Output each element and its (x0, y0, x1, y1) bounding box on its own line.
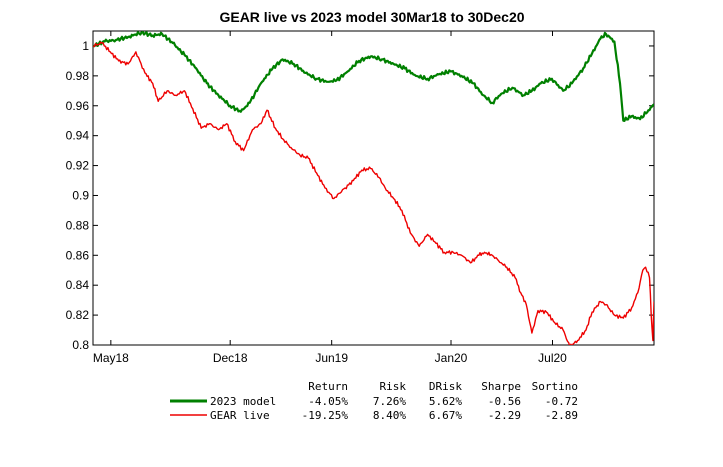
y-tick-label: 0.88 (66, 218, 90, 232)
stats-header-sortino: Sortino (532, 380, 578, 393)
stats-header-drisk: DRisk (429, 380, 462, 393)
x-tick-label: Jun19 (315, 351, 348, 365)
legend: Return Risk DRisk Sharpe Sortino 2023 mo… (170, 380, 578, 422)
stats-live-sortino: -2.89 (545, 409, 578, 422)
x-axis: May18 Dec18 Jun19 Jan20 Jul20 (93, 31, 567, 365)
legend-label-model: 2023 model (210, 395, 276, 408)
stats-live-risk: 8.40% (373, 409, 406, 422)
y-tick-label: 0.86 (66, 248, 90, 262)
y-tick-label: 0.84 (66, 278, 90, 292)
stats-model-sortino: -0.72 (545, 395, 578, 408)
stats-header-return: Return (308, 380, 348, 393)
y-tick-label: 0.9 (72, 188, 89, 202)
x-tick-label: Dec18 (213, 351, 248, 365)
y-tick-label: 0.92 (66, 159, 90, 173)
stats-model-risk: 7.26% (373, 395, 406, 408)
y-tick-label: 0.94 (66, 129, 90, 143)
legend-label-live: GEAR live (210, 409, 270, 422)
y-tick-label: 0.96 (66, 99, 90, 113)
plot-area (92, 30, 655, 346)
series-layer (93, 31, 654, 345)
stats-live-drisk: 6.67% (429, 409, 462, 422)
y-axis: 0.8 0.82 0.84 0.86 0.88 0.9 0.92 0.94 0.96 0.98 1 (66, 39, 654, 352)
stats-live-return: -19.25% (302, 409, 349, 422)
stats-model-return: -4.05% (308, 395, 348, 408)
y-tick-label: 0.82 (66, 308, 90, 322)
y-tick-label: 0.98 (66, 69, 90, 83)
chart-title: GEAR live vs 2023 model 30Mar18 to 30Dec… (219, 9, 524, 25)
stats-model-drisk: 5.62% (429, 395, 462, 408)
series-line-model (93, 31, 654, 122)
stats-model-sharpe: -0.56 (488, 395, 521, 408)
y-tick-label: 0.8 (72, 338, 89, 352)
series-line-live (93, 41, 654, 345)
stats-header-sharpe: Sharpe (481, 380, 521, 393)
stats-live-sharpe: -2.29 (488, 409, 521, 422)
x-tick-label: May18 (93, 351, 129, 365)
x-tick-label: Jul20 (538, 351, 567, 365)
x-tick-label: Jan20 (435, 351, 468, 365)
y-tick-label: 1 (82, 39, 89, 53)
stats-header-risk: Risk (380, 380, 407, 393)
